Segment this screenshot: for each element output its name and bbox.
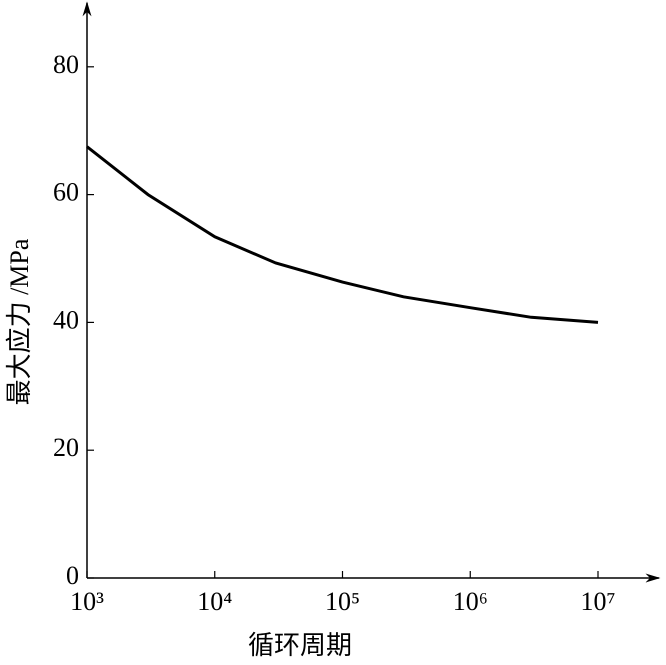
x-tick-label: 10³ bbox=[70, 587, 104, 616]
line bbox=[86, 145, 599, 324]
x-tick-label: 10⁷ bbox=[580, 587, 615, 616]
y-axis-label: 最大应力 /MPa bbox=[5, 238, 34, 405]
x-axis-label: 循环周期 bbox=[248, 631, 352, 660]
y-tick-label: 20 bbox=[53, 433, 79, 462]
y-tick-label: 0 bbox=[66, 561, 79, 590]
x-tick-label: 10⁵ bbox=[325, 587, 360, 616]
y-tick-label: 80 bbox=[53, 50, 79, 79]
y-tick-label: 60 bbox=[53, 178, 79, 207]
x-tick-label: 10⁴ bbox=[197, 587, 232, 616]
x-tick-label: 10⁶ bbox=[453, 587, 488, 616]
y-tick-label: 40 bbox=[53, 305, 79, 334]
